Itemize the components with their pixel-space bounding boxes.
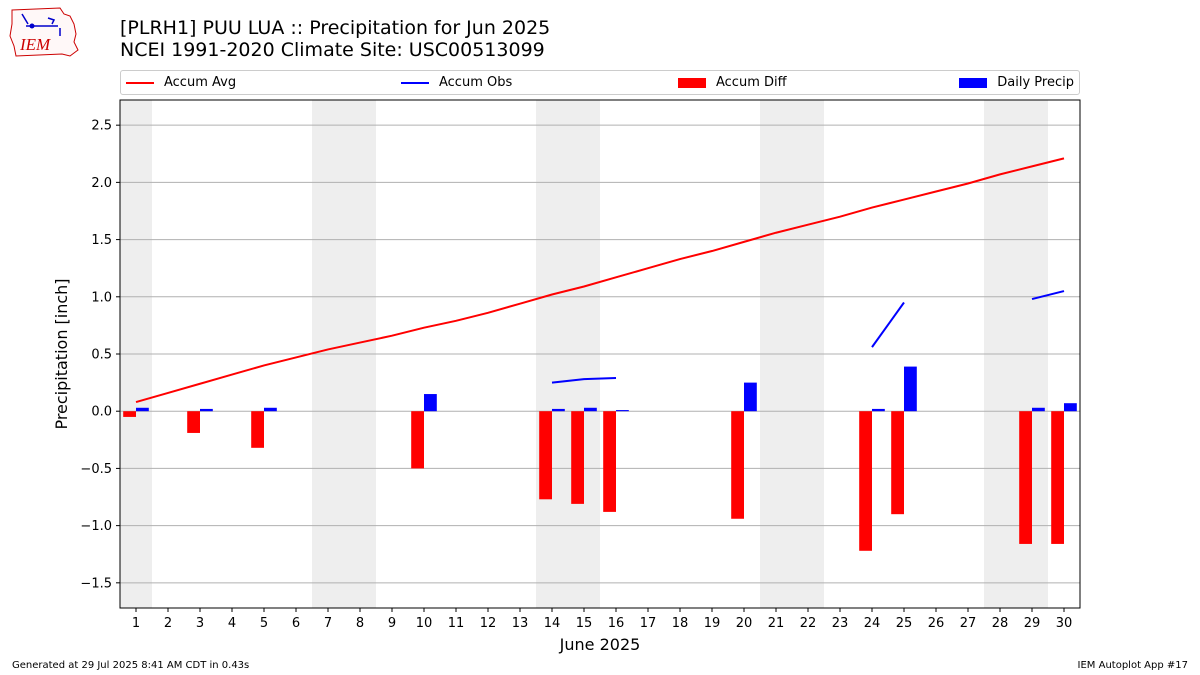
- legend-swatch-daily-precip: [959, 77, 988, 88]
- x-tick-label-10: 10: [416, 616, 433, 631]
- diff-bar-day-30: [1051, 411, 1064, 544]
- daily-bar-day-3: [200, 408, 213, 412]
- daily-bar-day-10: [424, 394, 437, 412]
- x-tick-label-5: 5: [260, 616, 268, 631]
- daily-bar-day-25: [904, 366, 917, 412]
- diff-bar-day-3: [187, 411, 200, 433]
- chart-legend: Accum Avg Accum Obs Accum Diff Daily Pre…: [120, 70, 1080, 95]
- x-tick-label-15: 15: [576, 616, 593, 631]
- daily-bar-day-20: [744, 382, 757, 412]
- chart-title: [PLRH1] PUU LUA :: Precipitation for Jun…: [120, 17, 550, 61]
- legend-label-accum-obs: Accum Obs: [439, 75, 513, 90]
- x-tick-label-22: 22: [800, 616, 817, 631]
- diff-bar-day-29: [1019, 411, 1032, 544]
- x-tick-label-21: 21: [768, 616, 785, 631]
- x-tick-label-7: 7: [324, 616, 332, 631]
- daily-bar-day-5: [264, 407, 277, 412]
- x-tick-label-6: 6: [292, 616, 300, 631]
- x-tick-label-3: 3: [196, 616, 204, 631]
- diff-bar-day-1: [123, 411, 136, 417]
- legend-item-accum-diff: Accum Diff: [678, 71, 787, 94]
- y-tick-label-4: 0.5: [91, 348, 112, 363]
- x-tick-label-20: 20: [736, 616, 753, 631]
- daily-bar-day-15: [584, 407, 597, 412]
- chart-title-line1: [PLRH1] PUU LUA :: Precipitation for Jun…: [120, 17, 551, 39]
- x-tick-label-18: 18: [672, 616, 689, 631]
- legend-swatch-accum-avg: [126, 81, 154, 84]
- x-tick-label-9: 9: [388, 616, 396, 631]
- x-tick-label-1: 1: [132, 616, 140, 631]
- accum-obs-line-segment-1: [871, 301, 905, 348]
- x-tick-label-29: 29: [1024, 616, 1041, 631]
- daily-bar-day-14: [552, 408, 565, 412]
- accum-obs-line-segment-2: [1031, 290, 1065, 301]
- diff-bar-day-16: [603, 411, 616, 512]
- y-tick-label-3: 0.0: [91, 405, 112, 420]
- legend-label-accum-avg: Accum Avg: [164, 75, 237, 90]
- y-axis-label: Precipitation [inch]: [52, 278, 71, 429]
- x-tick-label-25: 25: [896, 616, 913, 631]
- daily-bar-day-1: [136, 407, 149, 412]
- daily-bar-day-24: [872, 408, 885, 412]
- legend-swatch-accum-diff: [678, 77, 706, 88]
- diff-bar-day-15: [571, 411, 584, 504]
- x-tick-label-26: 26: [928, 616, 945, 631]
- app-label: IEM Autoplot App #17: [1077, 660, 1188, 671]
- x-tick-label-30: 30: [1056, 616, 1073, 631]
- daily-bar-day-16: [616, 410, 629, 412]
- diff-bar-day-24: [859, 411, 872, 551]
- bars: [123, 366, 1077, 551]
- legend-swatch-accum-obs: [401, 81, 429, 84]
- y-tick-label-5: 1.0: [91, 290, 112, 305]
- daily-bar-day-30: [1064, 403, 1077, 412]
- x-tick-label-12: 12: [480, 616, 497, 631]
- diff-bar-day-5: [251, 411, 264, 448]
- x-tick-label-17: 17: [640, 616, 657, 631]
- x-tick-label-13: 13: [512, 616, 529, 631]
- generated-timestamp: Generated at 29 Jul 2025 8:41 AM CDT in …: [12, 660, 250, 671]
- x-tick-label-4: 4: [228, 616, 236, 631]
- legend-item-accum-avg: Accum Avg: [126, 71, 236, 94]
- diff-bar-day-25: [891, 411, 904, 515]
- daily-bar-day-29: [1032, 407, 1045, 412]
- x-tick-label-27: 27: [960, 616, 977, 631]
- diff-bar-day-14: [539, 411, 552, 500]
- x-tick-label-8: 8: [356, 616, 364, 631]
- x-axis-label: June 2025: [559, 635, 641, 654]
- legend-item-accum-obs: Accum Obs: [401, 71, 512, 94]
- y-tick-label-8: 2.5: [91, 119, 112, 134]
- gridlines: [120, 124, 1080, 584]
- x-axis: 1 2 3 4 5 6 7 8 9 10 11 12 13 14 15 16 17 18 19 20 21 22 23 24 2…: [132, 608, 1072, 631]
- accum-avg-line-segment-0: [135, 157, 1065, 404]
- lines: [135, 157, 1065, 404]
- chart-title-line2: NCEI 1991-2020 Climate Site: USC00513099: [120, 39, 545, 61]
- diff-bar-day-20: [731, 411, 744, 519]
- x-tick-label-28: 28: [992, 616, 1009, 631]
- y-axis: −1.5 −1.0 −0.5 0.0 0.5 1.0 1.5 2.0 2.5: [80, 119, 120, 591]
- iem-logo: IEM: [9, 7, 79, 57]
- x-tick-label-2: 2: [164, 616, 172, 631]
- x-tick-label-24: 24: [864, 616, 881, 631]
- svg-text:IEM: IEM: [19, 35, 51, 54]
- y-tick-label-0: −1.5: [80, 576, 112, 591]
- y-tick-label-2: −0.5: [80, 462, 112, 477]
- diff-bar-day-10: [411, 411, 424, 469]
- x-tick-label-11: 11: [448, 616, 465, 631]
- x-tick-label-19: 19: [704, 616, 721, 631]
- y-tick-label-7: 2.0: [91, 176, 112, 191]
- x-tick-label-14: 14: [544, 616, 561, 631]
- y-tick-label-6: 1.5: [91, 233, 112, 248]
- y-tick-label-1: −1.0: [80, 519, 112, 534]
- legend-item-daily-precip: Daily Precip: [959, 71, 1074, 94]
- legend-label-accum-diff: Accum Diff: [716, 75, 787, 90]
- accum-obs-line-segment-0: [551, 377, 617, 384]
- x-tick-label-16: 16: [608, 616, 625, 631]
- legend-label-daily-precip: Daily Precip: [997, 75, 1074, 90]
- x-tick-label-23: 23: [832, 616, 849, 631]
